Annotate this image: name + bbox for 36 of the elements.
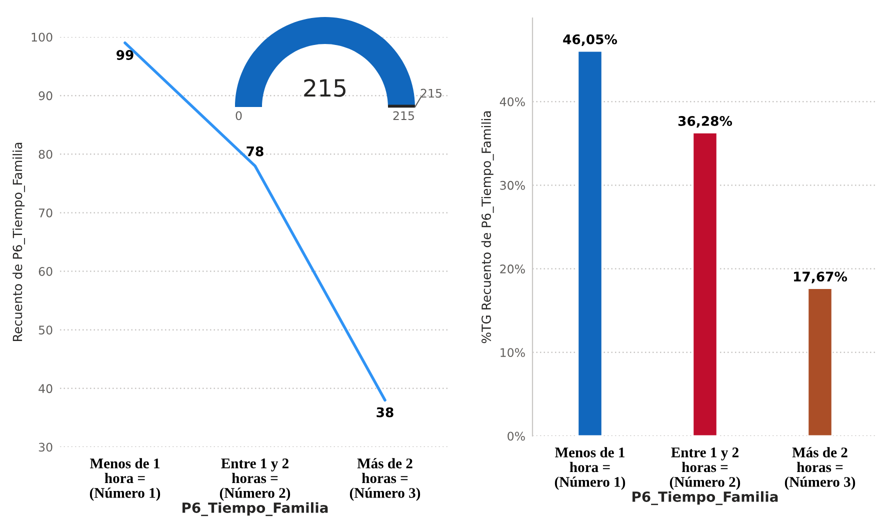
x-tick-label: Más de 2 horas = (Número 3)	[784, 447, 856, 490]
x-tick-label: Menos de 1 hora = (Número 1)	[554, 447, 626, 490]
y-tick-label: 90	[38, 91, 52, 100]
y-tick-label: 80	[38, 150, 52, 159]
annotation: 215	[393, 111, 414, 120]
data-label: 46,05%	[563, 34, 618, 46]
y-tick-label: 10%	[500, 348, 525, 358]
x-axis-title: P6_Tiempo_Familia	[182, 502, 328, 516]
x-tick-label: Entre 1 y 2 horas = (Número 2)	[220, 458, 290, 501]
data-label: 38	[376, 407, 394, 418]
annotation: 215	[420, 88, 442, 98]
annotation: 0	[236, 111, 242, 120]
x-axis-title: P6_Tiempo_Familia	[632, 491, 778, 506]
y-axis-title: %TG Recuento de P6_Tiempo_Familia	[481, 111, 494, 344]
data-label: 78	[246, 146, 264, 156]
y-tick-label: 30%	[500, 180, 525, 190]
y-tick-label: 70	[39, 208, 52, 218]
y-tick-label: 30	[38, 442, 52, 452]
data-label: 17,67%	[794, 272, 848, 284]
bar	[692, 132, 718, 436]
y-tick-label: 20%	[500, 264, 525, 274]
data-label: 215	[304, 78, 346, 97]
y-tick-label: 50	[38, 326, 52, 335]
data-label: 36,28%	[678, 116, 732, 128]
y-tick-label: 60	[38, 267, 52, 276]
data-label: 99	[116, 50, 134, 60]
bar	[807, 288, 833, 436]
y-tick-label: 40%	[500, 97, 525, 106]
y-tick-label: 40	[38, 384, 52, 394]
x-tick-label: Más de 2 horas = (Número 3)	[350, 458, 420, 501]
x-tick-label: Entre 1 y 2 horas = (Número 2)	[670, 448, 740, 490]
y-axis-title: Recuento de P6_Tiempo_Familia	[12, 142, 25, 342]
y-tick-label: 100	[32, 32, 52, 42]
bar	[577, 50, 603, 436]
y-tick-label: 0%	[508, 432, 525, 441]
x-tick-label: Menos de 1 hora = (Número 1)	[90, 458, 160, 501]
